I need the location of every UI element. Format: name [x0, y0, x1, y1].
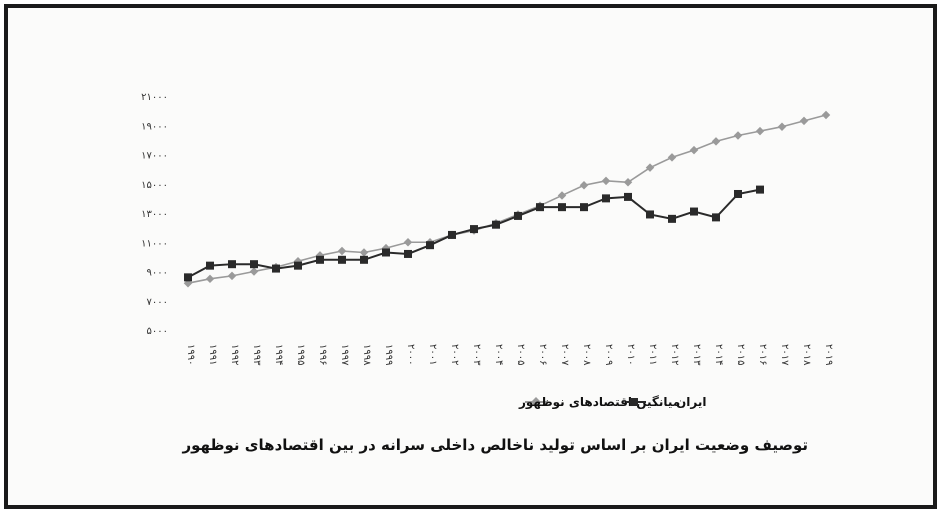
x-tick-label: ۱۹۹۷ — [339, 344, 350, 366]
data-point-emerging — [623, 178, 633, 187]
data-point-iran — [580, 203, 588, 212]
data-point-emerging — [689, 145, 699, 155]
data-point-iran — [734, 189, 742, 198]
x-tick-label: ۲۰۰۲ — [449, 344, 460, 365]
x-tick-label: ۲۰۰۳ — [471, 344, 482, 366]
data-point-iran — [756, 185, 764, 194]
x-tick-label: ۲۰۰۱ — [427, 344, 438, 365]
data-point-iran — [712, 213, 720, 222]
data-point-iran — [382, 248, 390, 257]
series-line-0 — [187, 114, 827, 284]
data-point-iran — [690, 207, 698, 216]
x-tick-label: ۲۰۱۷ — [779, 344, 790, 366]
x-tick-label: ۲۰۰۸ — [581, 344, 592, 366]
chart-frame: ۵۰۰۰ ۷۰۰۰ ۹۰۰۰ ۱۱۰۰۰ ۱۳۰۰۰ ۱۵۰۰۰ ۱۷۰۰۰ ۱۹۰۰۰ ۲۱۰… — [4, 4, 937, 509]
x-axis: ۱۹۹۰ ۱۹۹۱ ۱۹۹۲ ۱۹۹۳ ۱۹۹۴ ۱۹۹۵ ۱۹۹۶ ۱۹۹۷ ۱۹۹۸ ۱۹۹۹… — [185, 344, 834, 366]
x-tick-label: ۲۰۰۵ — [515, 344, 526, 365]
y-tick-label: ۱۵۰۰۰ — [141, 180, 168, 191]
data-point-emerging — [755, 126, 765, 136]
data-point-emerging — [359, 248, 369, 257]
x-tick-label: ۲۰۱۱ — [647, 344, 658, 365]
x-tick-label: ۲۰۱۴ — [713, 344, 724, 365]
data-point-emerging — [205, 274, 215, 284]
data-point-iran — [206, 261, 214, 270]
x-tick-label: ۲۰۰۹ — [603, 344, 614, 365]
data-point-emerging — [249, 267, 259, 276]
data-point-iran — [228, 260, 236, 269]
data-point-emerging — [579, 180, 589, 190]
y-tick-label: ۲۱۰۰۰ — [141, 92, 168, 103]
data-point-iran — [316, 255, 324, 264]
data-point-emerging — [227, 271, 237, 281]
series-lines — [183, 110, 831, 288]
legend-marker-iran — [630, 398, 638, 406]
y-tick-label: ۱۹۰۰۰ — [141, 121, 168, 132]
data-point-iran — [646, 210, 654, 219]
data-point-emerging — [799, 116, 809, 126]
x-tick-label: ۱۹۹۲ — [229, 344, 240, 365]
x-tick-label: ۲۰۱۵ — [735, 344, 746, 365]
data-point-emerging — [733, 131, 743, 140]
x-tick-label: ۲۰۰۶ — [537, 344, 548, 365]
data-point-emerging — [601, 176, 611, 186]
data-point-emerging — [711, 137, 721, 146]
data-point-emerging — [821, 110, 831, 120]
data-point-iran — [338, 255, 346, 264]
data-point-iran — [272, 264, 280, 273]
x-tick-label: ۱۹۹۹ — [383, 344, 394, 365]
y-tick-label: ۷۰۰۰ — [147, 297, 168, 308]
legend-label-iran: ایران — [676, 395, 706, 409]
y-tick-label: ۵۰۰۰ — [147, 326, 168, 337]
x-tick-label: ۱۹۹۶ — [317, 344, 328, 365]
x-tick-label: ۲۰۱۸ — [801, 344, 812, 366]
data-point-emerging — [403, 238, 413, 247]
x-tick-label: ۱۹۹۰ — [185, 344, 196, 365]
data-point-iran — [558, 203, 566, 212]
data-point-iran — [448, 230, 456, 239]
chart-title: توصیف وضعیت ایران بر اساس تولید ناخالص د… — [182, 436, 808, 454]
legend: میانگین اقتصادهای نوظهور ایران — [518, 395, 706, 410]
x-tick-label: ۲۰۱۹ — [823, 344, 834, 365]
data-point-emerging — [557, 191, 567, 200]
data-point-iran — [602, 194, 610, 203]
data-point-emerging — [777, 122, 787, 131]
chart-svg: ۵۰۰۰ ۷۰۰۰ ۹۰۰۰ ۱۱۰۰۰ ۱۳۰۰۰ ۱۵۰۰۰ ۱۷۰۰۰ ۱۹۰۰۰ ۲۱۰… — [141, 92, 834, 410]
data-point-iran — [470, 225, 478, 234]
x-tick-label: ۲۰۱۰ — [625, 344, 636, 365]
y-tick-label: ۱۷۰۰۰ — [141, 151, 168, 162]
data-point-iran — [404, 249, 412, 258]
data-point-iran — [250, 260, 258, 269]
y-axis: ۵۰۰۰ ۷۰۰۰ ۹۰۰۰ ۱۱۰۰۰ ۱۳۰۰۰ ۱۵۰۰۰ ۱۷۰۰۰ ۱۹۰۰۰ ۲۱۰… — [141, 92, 168, 337]
x-tick-label: ۱۹۹۵ — [295, 344, 306, 365]
data-point-iran — [294, 261, 302, 270]
data-point-iran — [426, 241, 434, 250]
x-tick-label: ۲۰۰۷ — [559, 344, 570, 366]
data-point-emerging — [667, 153, 677, 162]
y-tick-label: ۱۱۰۰۰ — [141, 238, 168, 249]
x-tick-label: ۲۰۱۶ — [757, 344, 768, 365]
x-tick-label: ۲۰۰۴ — [493, 344, 504, 365]
x-tick-label: ۲۰۱۲ — [669, 344, 680, 365]
x-tick-label: ۱۹۹۳ — [251, 344, 262, 366]
legend-marker-emerging — [531, 397, 541, 407]
y-tick-label: ۹۰۰۰ — [147, 268, 168, 279]
x-tick-label: ۲۰۱۳ — [691, 344, 702, 366]
x-tick-label: ۱۹۹۴ — [273, 344, 284, 365]
legend-label-emerging: میانگین اقتصادهای نوظهور — [518, 395, 680, 410]
data-point-iran — [360, 255, 368, 264]
y-tick-label: ۱۳۰۰۰ — [141, 209, 168, 220]
x-tick-label: ۱۹۹۸ — [361, 344, 372, 366]
data-point-emerging — [337, 246, 347, 256]
data-point-iran — [184, 273, 192, 282]
data-point-iran — [624, 192, 632, 201]
x-tick-label: ۲۰۰۰ — [405, 344, 416, 365]
data-point-emerging — [645, 163, 655, 172]
data-point-iran — [514, 211, 522, 220]
data-point-iran — [668, 214, 676, 223]
x-tick-label: ۱۹۹۱ — [207, 344, 218, 365]
data-point-iran — [536, 203, 544, 212]
data-point-iran — [492, 220, 500, 229]
